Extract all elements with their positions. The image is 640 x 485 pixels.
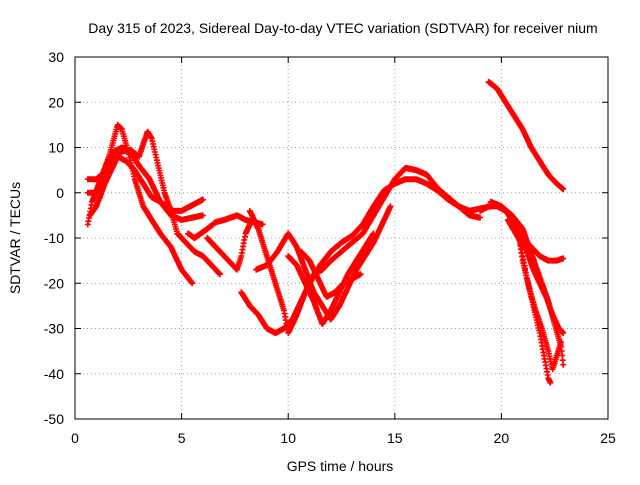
series-track-4 <box>84 144 206 223</box>
data-point-markers <box>246 164 505 336</box>
series-track-9 <box>253 203 394 323</box>
data-point-markers <box>298 248 364 300</box>
data-point-markers <box>86 128 223 278</box>
y-tick-label: 10 <box>48 140 64 156</box>
data-point-markers <box>506 212 565 373</box>
tick-layer: 0 5 10 15 20 25 -50 -40 -30 -20 -10 0 10 20 30 <box>44 49 616 446</box>
y-tick-label: 0 <box>56 185 64 201</box>
y-tick-label: -10 <box>44 230 64 246</box>
data-layer <box>84 78 567 386</box>
series-track-6 <box>204 221 253 273</box>
x-axis-label: GPS time / hours <box>287 458 394 474</box>
x-tick-label: 5 <box>178 430 186 446</box>
series-track-2 <box>86 128 223 278</box>
y-tick-label: 20 <box>48 94 64 110</box>
x-tick-label: 20 <box>494 430 510 446</box>
y-tick-label: -40 <box>44 366 64 382</box>
x-tick-label: 10 <box>280 430 296 446</box>
x-tick-label: 25 <box>600 430 616 446</box>
data-point-markers <box>84 144 206 223</box>
x-tick-label: 0 <box>71 430 79 446</box>
series-track-17 <box>485 78 567 193</box>
y-tick-label: -50 <box>44 411 64 427</box>
series-track-16 <box>506 212 565 373</box>
y-tick-label: 30 <box>48 49 64 65</box>
series-track-11 <box>298 248 364 300</box>
x-tick-label: 15 <box>387 430 403 446</box>
y-axis-label: SDTVAR / TECUs <box>7 182 23 294</box>
chart-title: Day 315 of 2023, Sidereal Day-to-day VTE… <box>88 20 597 36</box>
data-point-markers <box>204 221 253 273</box>
y-tick-label: -30 <box>44 321 64 337</box>
y-tick-label: -20 <box>44 275 64 291</box>
data-point-markers <box>485 78 567 193</box>
data-point-markers <box>253 203 394 323</box>
series-track-8 <box>246 164 505 336</box>
